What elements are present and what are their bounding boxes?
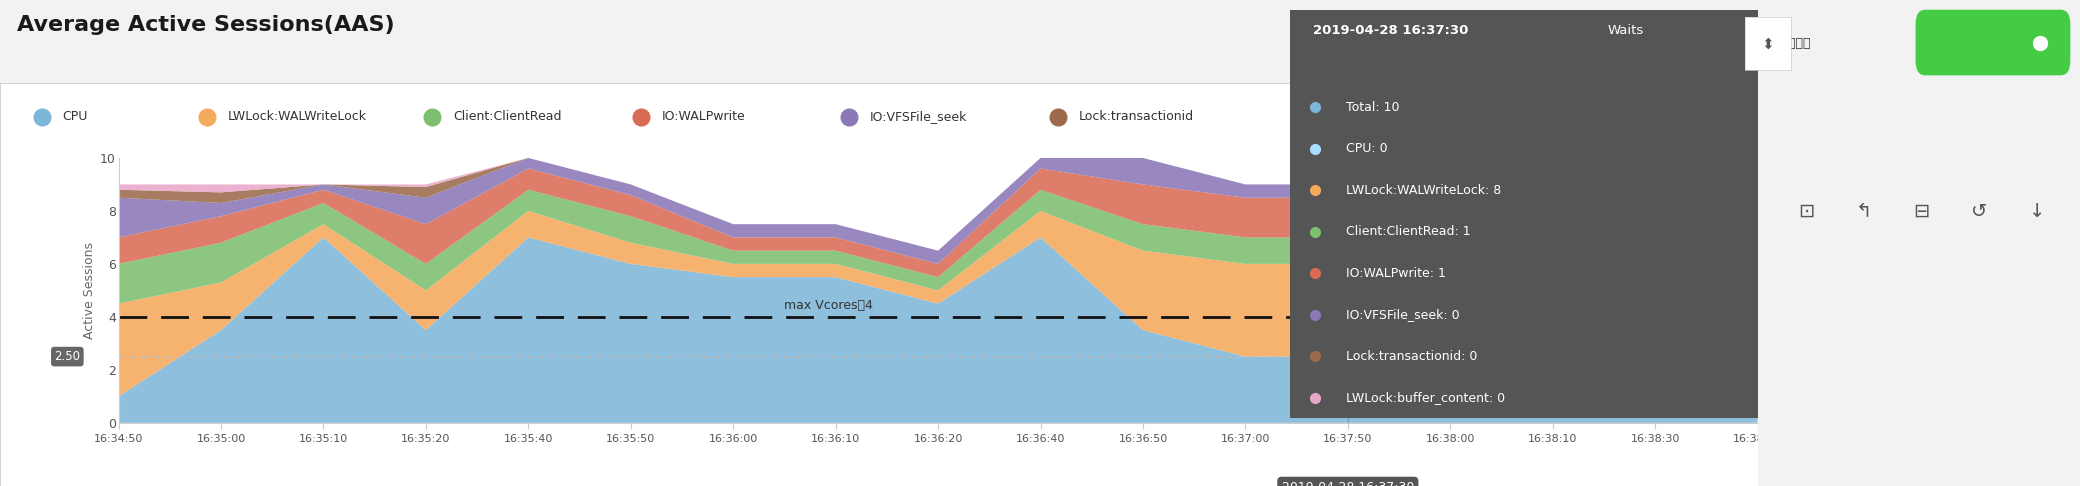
- Text: Lock:transactionid: Lock:transactionid: [1080, 110, 1194, 123]
- Text: LWLock:buffer_content: 0: LWLock:buffer_content: 0: [1346, 391, 1506, 404]
- Text: ↓: ↓: [2028, 202, 2045, 221]
- Text: CPU: 0: CPU: 0: [1346, 142, 1387, 155]
- Text: ◄: ◄: [1292, 109, 1304, 124]
- Text: IO:WALPwrite: 1: IO:WALPwrite: 1: [1346, 267, 1446, 280]
- Text: IO:WALPwrite: IO:WALPwrite: [661, 110, 745, 123]
- Text: ►: ►: [1383, 109, 1394, 124]
- Text: max Vcores：4: max Vcores：4: [784, 299, 874, 312]
- Text: ⬍: ⬍: [1762, 36, 1774, 51]
- Text: ⊡: ⊡: [1799, 202, 1814, 221]
- Text: 2019-04-28 16:37:30: 2019-04-28 16:37:30: [1281, 481, 1414, 486]
- Text: ↺: ↺: [1972, 202, 1986, 221]
- FancyBboxPatch shape: [1916, 10, 2070, 75]
- Text: IO:VFSFile_seek: 0: IO:VFSFile_seek: 0: [1346, 308, 1460, 321]
- Text: IO:VFSFile_seek: IO:VFSFile_seek: [869, 110, 967, 123]
- Text: 1/2: 1/2: [1319, 110, 1346, 123]
- Text: Average Active Sessions(AAS): Average Active Sessions(AAS): [17, 15, 395, 35]
- Text: LWLock:WALWriteLock: LWLock:WALWriteLock: [227, 110, 366, 123]
- Text: CPU: CPU: [62, 110, 87, 123]
- Text: LWLock:WALWriteLock: 8: LWLock:WALWriteLock: 8: [1346, 184, 1502, 197]
- Text: ↰: ↰: [1855, 202, 1872, 221]
- Y-axis label: Active Sessions: Active Sessions: [83, 242, 96, 339]
- Text: Client:ClientRead: 1: Client:ClientRead: 1: [1346, 225, 1471, 238]
- Text: Total: 10: Total: 10: [1346, 101, 1400, 114]
- Text: 自动刷新：: 自动刷新：: [1774, 37, 1812, 50]
- Text: 2019-04-28 16:37:30: 2019-04-28 16:37:30: [1312, 24, 1468, 37]
- Text: ⊟: ⊟: [1914, 202, 1930, 221]
- Text: Lock:transactionid: 0: Lock:transactionid: 0: [1346, 350, 1477, 363]
- Text: Waits: Waits: [1608, 24, 1643, 37]
- Text: Client:ClientRead: Client:ClientRead: [453, 110, 562, 123]
- Text: 2.50: 2.50: [54, 350, 81, 363]
